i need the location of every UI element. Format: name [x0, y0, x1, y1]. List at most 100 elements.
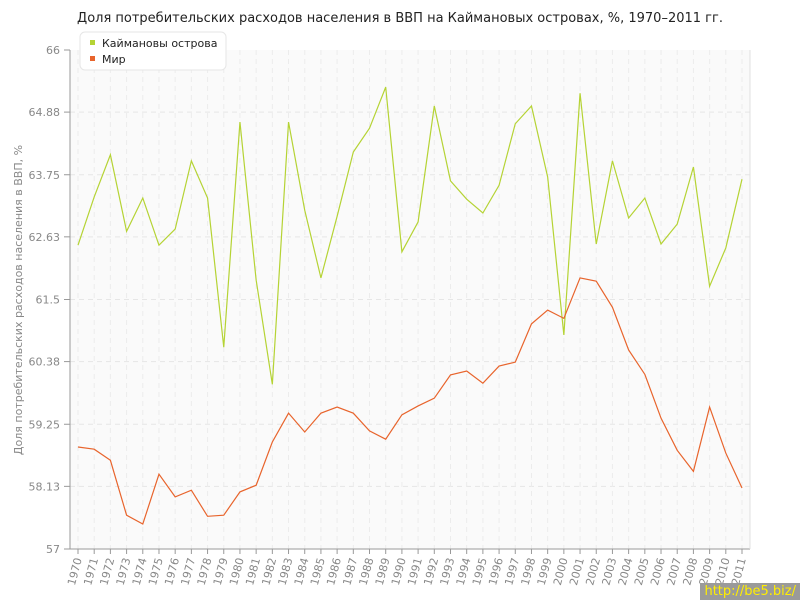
data-point[interactable] — [334, 213, 340, 219]
data-point[interactable] — [723, 245, 729, 251]
data-point[interactable] — [302, 429, 308, 435]
data-point[interactable] — [593, 278, 599, 284]
data-point[interactable] — [545, 307, 551, 313]
legend-label-world[interactable]: Мир — [102, 53, 126, 66]
data-point[interactable] — [107, 457, 113, 463]
data-point[interactable] — [302, 207, 308, 213]
y-tick-label: 58.13 — [29, 480, 61, 493]
y-tick-label: 57 — [46, 543, 60, 556]
data-point[interactable] — [318, 275, 324, 281]
data-point[interactable] — [528, 321, 534, 327]
data-point[interactable] — [415, 219, 421, 225]
legend: Каймановы острова Мир — [79, 31, 227, 71]
data-point[interactable] — [269, 439, 275, 445]
data-point[interactable] — [464, 196, 470, 202]
data-point[interactable] — [221, 344, 227, 350]
y-tick-label: 66 — [46, 44, 60, 57]
data-point[interactable] — [658, 241, 664, 247]
data-point[interactable] — [318, 410, 324, 416]
y-tick-label: 61.5 — [36, 294, 61, 307]
data-point[interactable] — [91, 194, 97, 200]
data-point[interactable] — [75, 242, 81, 248]
data-point[interactable] — [107, 152, 113, 158]
data-point[interactable] — [464, 368, 470, 374]
data-point[interactable] — [626, 215, 632, 221]
data-point[interactable] — [642, 195, 648, 201]
data-point[interactable] — [723, 450, 729, 456]
data-point[interactable] — [367, 428, 373, 434]
data-point[interactable] — [75, 444, 81, 450]
data-point[interactable] — [269, 381, 275, 387]
data-point[interactable] — [172, 494, 178, 500]
legend-swatch-world — [90, 56, 95, 61]
data-point[interactable] — [431, 395, 437, 401]
data-point[interactable] — [561, 315, 567, 321]
data-point[interactable] — [415, 403, 421, 409]
data-point[interactable] — [609, 158, 615, 164]
data-point[interactable] — [674, 447, 680, 453]
data-point[interactable] — [512, 359, 518, 365]
data-point[interactable] — [609, 304, 615, 310]
data-point[interactable] — [140, 195, 146, 201]
data-point[interactable] — [480, 380, 486, 386]
data-point[interactable] — [221, 512, 227, 518]
data-point[interactable] — [626, 347, 632, 353]
data-point[interactable] — [658, 415, 664, 421]
data-point[interactable] — [707, 283, 713, 289]
data-point[interactable] — [447, 372, 453, 378]
data-point[interactable] — [577, 90, 583, 96]
data-point[interactable] — [140, 521, 146, 527]
data-point[interactable] — [528, 103, 534, 109]
data-point[interactable] — [156, 242, 162, 248]
data-point[interactable] — [383, 436, 389, 442]
y-tick-label: 62.63 — [29, 231, 61, 244]
data-point[interactable] — [156, 471, 162, 477]
data-point[interactable] — [237, 489, 243, 495]
y-tick-label: 63.75 — [29, 169, 61, 182]
legend-box — [79, 31, 227, 71]
data-point[interactable] — [124, 228, 130, 234]
data-point[interactable] — [690, 164, 696, 170]
legend-swatch-cayman — [90, 40, 95, 45]
series-line-world[interactable] — [77, 277, 743, 525]
data-point[interactable] — [124, 512, 130, 518]
data-point[interactable] — [237, 119, 243, 125]
data-point[interactable] — [577, 275, 583, 281]
data-point[interactable] — [334, 404, 340, 410]
legend-label-cayman[interactable]: Каймановы острова — [102, 37, 217, 50]
data-point[interactable] — [205, 195, 211, 201]
data-point[interactable] — [188, 487, 194, 493]
data-point[interactable] — [188, 158, 194, 164]
data-point[interactable] — [739, 176, 745, 182]
data-point[interactable] — [350, 410, 356, 416]
data-point[interactable] — [447, 178, 453, 184]
data-point[interactable] — [642, 371, 648, 377]
data-point[interactable] — [367, 125, 373, 131]
data-point[interactable] — [545, 174, 551, 180]
data-point[interactable] — [205, 513, 211, 519]
data-point[interactable] — [399, 249, 405, 255]
data-point[interactable] — [253, 277, 259, 283]
data-point[interactable] — [286, 410, 292, 416]
data-point[interactable] — [172, 226, 178, 232]
data-point[interactable] — [431, 103, 437, 109]
data-point[interactable] — [593, 241, 599, 247]
data-point[interactable] — [383, 84, 389, 90]
data-point[interactable] — [253, 482, 259, 488]
series-line-cayman[interactable] — [77, 86, 743, 385]
data-point[interactable] — [350, 149, 356, 155]
data-point[interactable] — [674, 221, 680, 227]
data-point[interactable] — [561, 332, 567, 338]
data-point[interactable] — [480, 210, 486, 216]
data-point[interactable] — [399, 412, 405, 418]
data-point[interactable] — [286, 119, 292, 125]
data-point[interactable] — [91, 446, 97, 452]
data-point[interactable] — [496, 182, 502, 188]
data-point[interactable] — [690, 468, 696, 474]
data-point[interactable] — [739, 485, 745, 491]
data-point[interactable] — [707, 404, 713, 410]
watermark[interactable]: http://be5.biz/ — [700, 583, 800, 600]
data-point[interactable] — [512, 121, 518, 127]
data-point[interactable] — [496, 363, 502, 369]
